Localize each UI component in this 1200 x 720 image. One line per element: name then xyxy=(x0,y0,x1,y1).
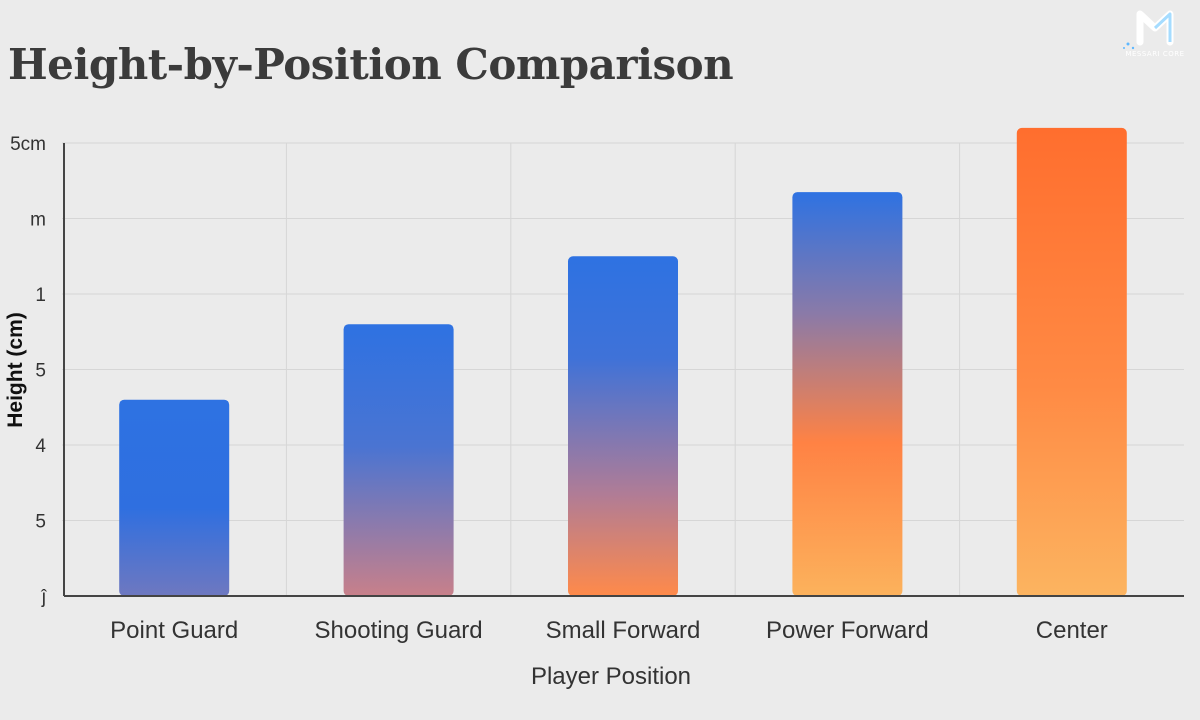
bars xyxy=(119,127,1127,597)
x-tick-label: Power Forward xyxy=(766,617,929,644)
x-tick-label: Center xyxy=(1036,617,1108,644)
y-tick-label: 5 xyxy=(35,512,46,533)
axes xyxy=(63,143,1184,597)
brand-logo: MESSARI CORE xyxy=(1118,4,1192,68)
bar-power-forward xyxy=(792,192,903,596)
y-axis-title: Height (cm) xyxy=(4,312,27,428)
bar-small-forward xyxy=(568,256,678,596)
bar-center xyxy=(1016,127,1127,597)
x-tick-label: Shooting Guard xyxy=(315,617,483,644)
y-tick-label: m xyxy=(30,210,46,231)
x-tick-label: Small Forward xyxy=(546,617,701,644)
y-tick-label: 1 xyxy=(35,285,46,306)
y-tick-label: 5cm xyxy=(10,134,46,155)
y-tick-label: 4 xyxy=(35,436,46,457)
x-axis-title: Player Position xyxy=(531,663,691,690)
y-tick-label: ĵ xyxy=(41,587,48,608)
chart-title: Height-by-Position Comparison xyxy=(8,40,734,89)
logo-m-icon xyxy=(1123,10,1174,50)
bar-point-guard xyxy=(119,399,230,596)
bar-shooting-guard xyxy=(343,324,454,596)
logo-text: MESSARI CORE xyxy=(1125,50,1185,58)
y-tick-label: 5 xyxy=(35,361,46,382)
axis-labels: ĵ 5 4 5 1 m 5cm Point Guard Shooting Guard Small … xyxy=(4,134,1108,690)
x-tick-label: Point Guard xyxy=(110,617,238,644)
